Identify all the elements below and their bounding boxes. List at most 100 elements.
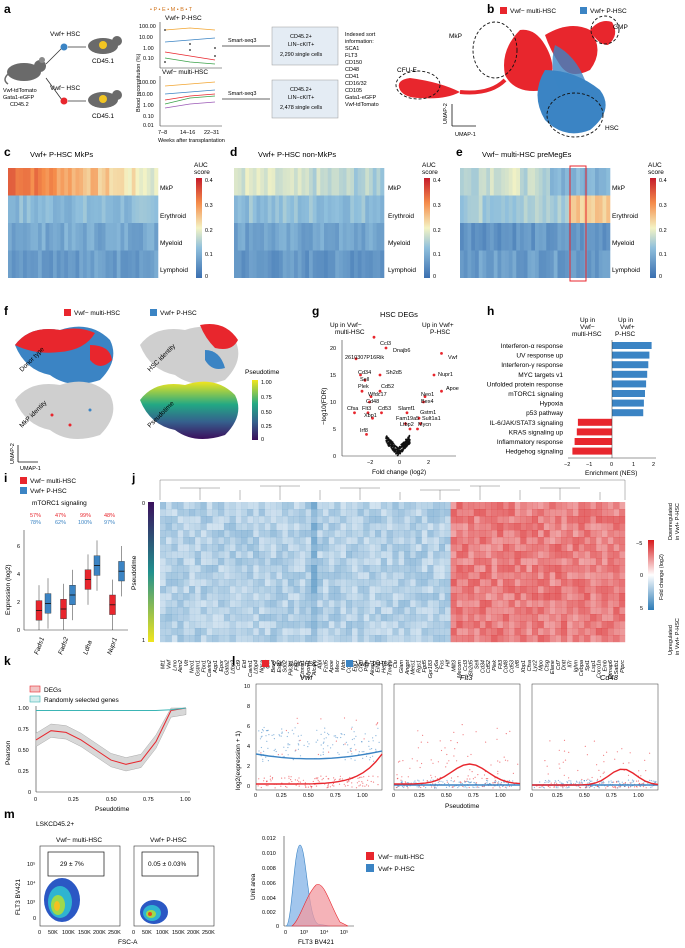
heatmap-j-gene: Chrd: [358, 659, 364, 672]
flow-right-title: Vwf+ P-HSC: [150, 837, 187, 844]
heatmap-j-cell: [584, 586, 591, 594]
heatmap-cell: [135, 168, 140, 196]
heatmap-j-cell: [183, 579, 190, 587]
volcano-deg-point: [378, 373, 382, 377]
heatmap-cell: [101, 195, 106, 223]
heatmap-j-cell: [543, 537, 550, 545]
heatmap-cell: [331, 223, 336, 251]
l-point-p: [283, 755, 285, 758]
heatmap-cell: [49, 250, 54, 278]
heatmap-j-cell: [340, 600, 347, 608]
heatmap-j-cell: [177, 530, 184, 538]
heatmap-j-gene: Epor: [219, 659, 225, 672]
heatmap-j-cell: [351, 621, 358, 629]
l-point-p: [610, 780, 612, 782]
heatmap-j-cell: [386, 621, 393, 629]
heatmap-cell: [41, 250, 46, 278]
heatmap-cell: [316, 168, 321, 196]
heatmap-j-cell: [601, 502, 608, 510]
heatmap-j-gene: Cfsa: [527, 660, 533, 671]
l-point-multi: [645, 787, 647, 789]
heatmap-cell: [264, 195, 269, 223]
heatmap-j-cell: [433, 502, 440, 510]
heatmap-j-cell: [485, 635, 492, 643]
heatmap-j-cell: [322, 544, 329, 552]
heatmap-j-cell: [189, 544, 196, 552]
heatmap-j-gene: Angpt: [405, 660, 411, 676]
heatmap-j-cell: [206, 628, 213, 636]
gene-tick: Fads2: [57, 636, 70, 656]
heatmap-cell: [497, 250, 502, 278]
ytick: 10: [330, 400, 336, 406]
l-point-p: [265, 756, 267, 758]
heatmap-j-cell: [299, 537, 306, 545]
heatmap-cell: [568, 250, 573, 278]
heatmap-j-cell: [607, 635, 614, 643]
heatmap-j-cell: [194, 635, 201, 643]
heatmap-j-cell: [241, 593, 248, 601]
volcano-ylabel: −log10(FDR): [321, 388, 328, 425]
legend-p: Vwf+ P-HSC: [30, 488, 67, 495]
heatmap-j-cell: [543, 586, 550, 594]
heatmap-j-cell: [584, 523, 591, 531]
heatmap-cell: [342, 223, 347, 251]
heatmap-cell: [41, 168, 46, 196]
heatmap-cell: [234, 168, 239, 196]
heatmap-j-cell: [375, 537, 382, 545]
heatmap-j-cell: [491, 523, 498, 531]
heatmap-j-cell: [473, 537, 480, 545]
heatmap-j-cell: [264, 509, 271, 517]
heatmap-j-cell: [468, 593, 475, 601]
heatmap-j-cell: [392, 621, 399, 629]
heatmap-j-cell: [473, 502, 480, 510]
volcano-deg-point: [419, 422, 422, 425]
heatmap-j-cell: [526, 586, 533, 594]
heatmap-j-cell: [171, 593, 178, 601]
l-point-p: [474, 782, 476, 784]
heatmap-cell: [86, 195, 91, 223]
heatmap-j-cell: [160, 551, 167, 559]
l-point-p: [649, 779, 651, 781]
l-point-multi: [269, 778, 271, 780]
heatmap-j-cell: [270, 509, 277, 517]
heatmap-j-cell: [439, 537, 446, 545]
heatmap-j-cell: [404, 516, 411, 524]
heatmap-j-cell: [595, 516, 602, 524]
pathway-label: mTORC1 signaling: [508, 391, 563, 398]
heatmap-j-cell: [282, 635, 289, 643]
heatmap-cell: [482, 195, 487, 223]
l-point-multi: [399, 760, 401, 762]
pathway-label: IL-6/JAK/STAT3 signaling: [490, 420, 564, 427]
heatmap-j-cell: [398, 502, 405, 510]
heatmap-j-cell: [590, 600, 597, 608]
fc-tick: 5: [640, 606, 643, 612]
heatmap-j-cell: [392, 523, 399, 531]
heatmap-j-cell: [276, 565, 283, 573]
l-point-multi: [618, 785, 620, 787]
heatmap-j-cell: [462, 586, 469, 594]
l-point-multi: [357, 777, 359, 779]
l-point-multi: [512, 772, 515, 775]
l-point-p: [345, 741, 347, 744]
heatmap-j-cell: [311, 558, 318, 566]
heatmap-j-cell: [229, 600, 236, 608]
heatmap-j-gene: Satb1: [614, 660, 620, 674]
heatmap-j-cell: [165, 544, 172, 552]
heatmap-cell: [286, 195, 291, 223]
heatmap-j-cell: [369, 614, 376, 622]
heatmap-j-cell: [276, 572, 283, 580]
l-point-multi: [440, 749, 443, 752]
heatmap-j-cell: [433, 586, 440, 594]
heatmap-j-cell: [607, 621, 614, 629]
heatmap-j-cell: [543, 544, 550, 552]
heatmap-j-cell: [264, 635, 271, 643]
heatmap-j-cell: [351, 551, 358, 559]
gene-label: Bex4: [421, 399, 434, 405]
heatmap-j-cell: [264, 607, 271, 615]
heatmap-j-gene: Lsp1: [591, 660, 597, 672]
label-mkp: MkP: [449, 33, 462, 40]
heatmap-j-cell: [183, 516, 190, 524]
heatmap-j-cell: [462, 593, 469, 601]
heatmap-j-cell: [566, 572, 573, 580]
heatmap-cell: [580, 168, 585, 196]
